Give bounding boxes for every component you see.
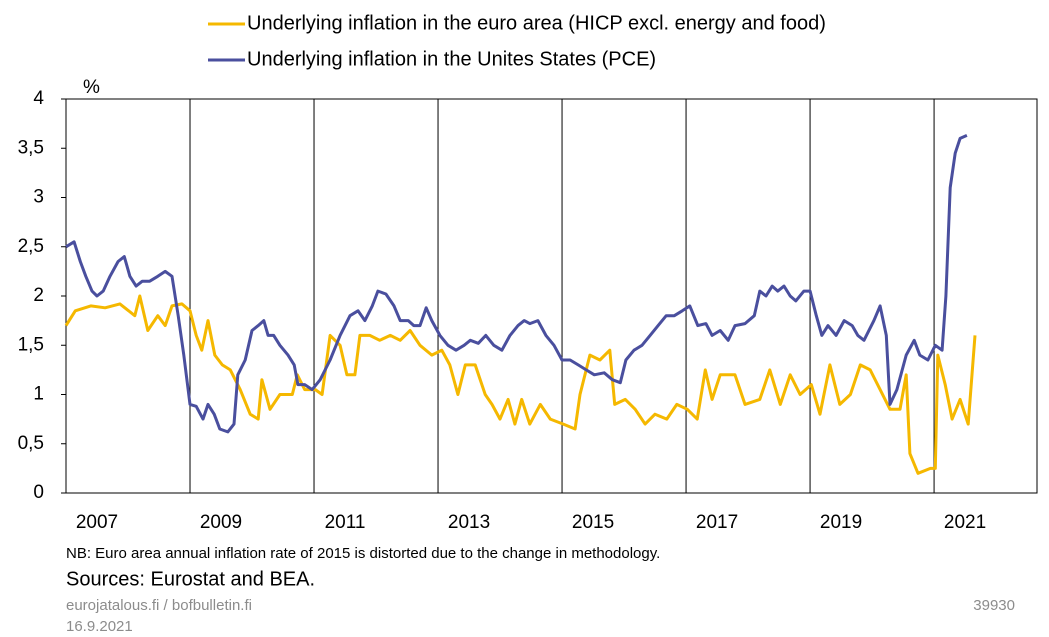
y-tick-label: 0 — [33, 482, 44, 503]
x-tick-label: 2015 — [572, 512, 614, 533]
y-tick-label: 4 — [33, 88, 44, 109]
x-tick-label: 2009 — [200, 512, 242, 533]
y-tick-label: 0,5 — [18, 433, 44, 454]
y-tick-label: 1,5 — [18, 334, 44, 355]
x-tick-label: 2011 — [325, 512, 366, 533]
x-tick-label: 2007 — [76, 512, 118, 533]
date: 16.9.2021 — [66, 618, 133, 635]
y-unit-label: % — [83, 77, 100, 98]
series-line — [65, 134, 968, 434]
x-tick-label: 2013 — [448, 512, 490, 533]
website: eurojatalous.fi / bofbulletin.fi — [66, 597, 252, 614]
chart-id: 39930 — [973, 597, 1015, 614]
legend-label: Underlying inflation in the Unites State… — [247, 48, 656, 70]
legend-label: Underlying inflation in the euro area (H… — [247, 12, 826, 34]
sources: Sources: Eurostat and BEA. — [66, 568, 315, 590]
y-tick-label: 3,5 — [18, 137, 44, 158]
x-tick-label: 2019 — [820, 512, 862, 533]
y-tick-label: 1 — [33, 384, 44, 405]
y-tick-label: 2 — [33, 285, 44, 306]
y-tick-label: 2,5 — [18, 236, 44, 257]
note: NB: Euro area annual inflation rate of 2… — [66, 545, 660, 562]
series-line — [64, 294, 977, 475]
plot-frame — [65, 98, 1038, 494]
x-tick-label: 2021 — [944, 512, 986, 533]
x-tick-label: 2017 — [696, 512, 738, 533]
y-tick-label: 3 — [33, 187, 44, 208]
